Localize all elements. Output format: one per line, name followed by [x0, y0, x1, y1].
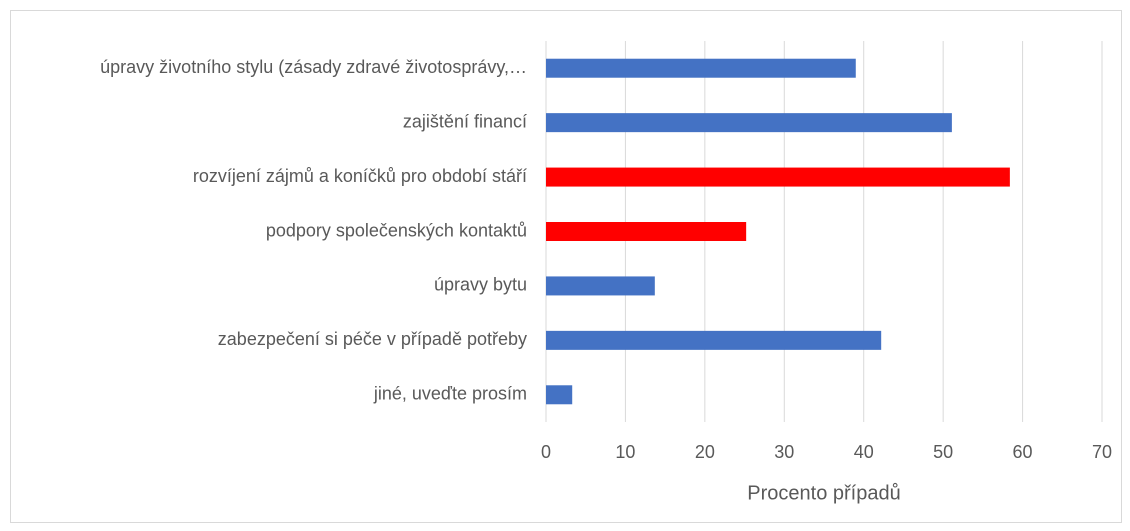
bar	[546, 330, 882, 350]
y-tick-label: zabezpečení si péče v případě potřeby	[218, 329, 527, 349]
bar	[546, 58, 856, 78]
x-tick-label: 60	[1013, 442, 1033, 462]
bar	[546, 113, 952, 133]
y-tick-label: podpory společenských kontaktů	[266, 220, 527, 240]
bar	[546, 167, 1010, 187]
bar	[546, 276, 655, 296]
y-tick-label: rozvíjení zájmů a koníčků pro období stá…	[193, 166, 527, 186]
chart-border	[10, 10, 1122, 523]
x-tick-label: 70	[1092, 442, 1112, 462]
y-tick-label: úpravy životního stylu (zásady zdravé ži…	[100, 57, 527, 77]
bar	[546, 222, 747, 241]
x-tick-label: 10	[615, 442, 635, 462]
y-tick-label: jiné, uveďte prosím	[373, 384, 527, 404]
x-tick-label: 40	[854, 442, 874, 462]
x-tick-label: 50	[933, 442, 953, 462]
x-tick-label: 20	[695, 442, 715, 462]
y-tick-label: úpravy bytu	[434, 275, 527, 295]
x-axis-title: Procento případů	[747, 482, 900, 504]
x-tick-label: 0	[541, 442, 551, 462]
bar	[546, 385, 573, 405]
y-tick-label: zajištění financí	[403, 111, 527, 131]
x-tick-label: 30	[774, 442, 794, 462]
